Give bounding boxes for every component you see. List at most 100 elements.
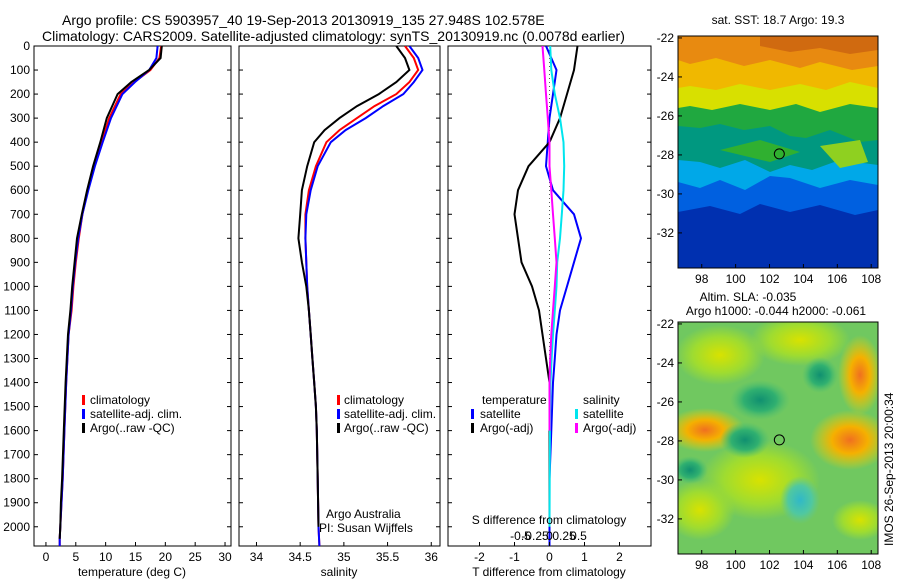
depth-tick-label: 100 <box>10 63 30 77</box>
chart-title-line1: Argo profile: CS 5903957_40 19-Sep-2013 … <box>62 12 545 28</box>
difference-legend: temperature salinity satellite Argo(-adj… <box>471 393 636 435</box>
legend-label-argo: Argo(..raw -QC) <box>90 421 175 435</box>
map-x-tick-label: 104 <box>793 558 813 572</box>
legend-label-satellite: satellite-adj. clim. <box>90 407 182 421</box>
argo-position-marker-sla <box>773 434 785 446</box>
legend-swatch-satellite <box>82 409 85 419</box>
legend-title-salinity: salinity <box>583 393 620 407</box>
sla-map-frame <box>677 321 879 555</box>
sla-field <box>678 322 878 554</box>
argo-position-marker <box>773 148 785 160</box>
diff-legend-swatch-s-satellite <box>575 409 578 419</box>
depth-tick-label: 0 <box>23 39 30 53</box>
temperature-axes-frame <box>33 45 232 547</box>
x-tick-label: 35 <box>337 550 351 564</box>
difference-panel: -2 -1 0 1 2 -0.5-0.250 0.250.5 T difference f… <box>447 45 652 579</box>
map-x-tick-label: 102 <box>760 558 780 572</box>
x-tick-label: 0 <box>43 550 50 564</box>
map-y-tick-label: -30 <box>657 187 675 201</box>
depth-tick-label: 300 <box>10 111 30 125</box>
depth-tick-label: 1400 <box>3 376 30 390</box>
x-tick-label: 2 <box>616 550 623 564</box>
temperature-x-label: temperature (deg C) <box>78 565 186 579</box>
map-y-tick-label: -30 <box>657 473 675 487</box>
sal-legend-label-argo: Argo(..raw -QC) <box>344 421 429 435</box>
x-tick-label: -1 <box>509 550 520 564</box>
map-y-tick-label: -28 <box>657 434 675 448</box>
diff-legend-label-s-satellite: satellite <box>583 407 624 421</box>
depth-tick-label: 1100 <box>4 303 30 317</box>
float-pi-label: PI: Susan Wijffels <box>319 521 413 535</box>
map-y-tick-label: -24 <box>657 356 675 370</box>
diff-legend-label-t-satellite: satellite <box>480 407 521 421</box>
depth-tick-label: 1900 <box>3 496 30 510</box>
x-tick-label: 34.5 <box>288 550 312 564</box>
series-line-temperature-satellite <box>544 46 583 546</box>
map-x-tick-label: 100 <box>726 272 746 286</box>
depth-tick-label: 1800 <box>3 472 30 486</box>
sst-map-frame <box>677 35 879 269</box>
sal-legend-swatch-climatology <box>337 395 340 405</box>
x-tick-label: 15 <box>129 550 143 564</box>
top-tick-label: -0.5 <box>510 529 531 543</box>
map-y-tick-label: -26 <box>657 109 675 123</box>
series-line-satellite-adj-clim- <box>304 46 424 546</box>
x-tick-label: 10 <box>99 550 113 564</box>
sal-legend-swatch-argo <box>337 423 340 433</box>
x-tick-label: 1 <box>581 550 588 564</box>
map-y-tick-label: -24 <box>657 70 675 84</box>
diff-legend-swatch-s-argo <box>575 423 578 433</box>
depth-tick-label: 200 <box>10 87 30 101</box>
x-tick-label: 25 <box>189 550 203 564</box>
depth-tick-label: 500 <box>10 159 30 173</box>
diff-legend-swatch-t-argo <box>471 423 474 433</box>
map-y-tick-label: -22 <box>657 31 675 45</box>
legend-swatch-argo <box>82 423 85 433</box>
depth-tick-label: 1000 <box>3 279 30 293</box>
diff-legend-swatch-t-satellite <box>471 409 474 419</box>
sla-map-subtitle: Argo h1000: -0.044 h2000: -0.061 <box>686 304 866 318</box>
salinity-x-label: salinity <box>321 565 358 579</box>
depth-tick-label: 1700 <box>3 448 30 462</box>
legend-swatch-climatology <box>82 395 85 405</box>
depth-tick-label: 1300 <box>3 352 30 366</box>
top-tick-label: 0 <box>546 529 553 543</box>
top-tick-label: 0.5 <box>570 529 587 543</box>
temperature-panel: 0 5 10 15 20 25 30 010020030040050060070080090… <box>3 39 651 579</box>
depth-tick-label: 2000 <box>3 520 30 534</box>
sla-map-panel: Altim. SLA: -0.035 Argo h1000: -0.044 h2… <box>657 290 882 572</box>
temperature-legend: climatology satellite-adj. clim. Argo(..… <box>82 393 182 435</box>
x-tick-label: 36 <box>425 550 439 564</box>
sla-map-title: Altim. SLA: -0.035 <box>700 290 797 304</box>
float-owner-label: Argo Australia <box>326 507 401 521</box>
x-tick-label: 20 <box>159 550 173 564</box>
series-line-argo-raw-qc- <box>297 46 411 527</box>
imos-watermark: IMOS 26-Sep-2013 20:00:34 <box>882 392 896 546</box>
top-tick-label: -0.25 <box>521 529 549 543</box>
legend-label-climatology: climatology <box>90 393 150 407</box>
chart-title-line2: Climatology: CARS2009. Satellite-adjuste… <box>42 28 625 44</box>
legend-title-temperature: temperature <box>482 393 547 407</box>
map-x-tick-label: 108 <box>861 558 881 572</box>
salinity-panel: 34 34.5 35 35.5 36 salinity climatology sate… <box>238 45 441 579</box>
diff-legend-label-s-argo: Argo(-adj) <box>583 421 636 435</box>
sal-legend-swatch-satellite <box>337 409 340 419</box>
map-x-tick-label: 104 <box>793 272 813 286</box>
s-difference-x-label: S difference from climatology <box>472 513 627 527</box>
series-line-argo-raw-qc- <box>58 46 163 539</box>
top-tick-label: 0.25 <box>552 529 576 543</box>
map-x-tick-label: 106 <box>827 272 847 286</box>
map-y-tick-label: -22 <box>657 317 675 331</box>
series-line-temperature-argo-adj- <box>513 46 579 527</box>
map-x-tick-label: 98 <box>695 272 709 286</box>
sal-legend-label-satellite: satellite-adj. clim. <box>344 407 436 421</box>
map-y-tick-label: -28 <box>657 148 675 162</box>
x-tick-label: 0 <box>546 550 553 564</box>
map-y-tick-label: -32 <box>657 512 675 526</box>
map-x-tick-label: 98 <box>695 558 709 572</box>
x-tick-label: 5 <box>72 550 79 564</box>
map-y-tick-label: -26 <box>657 395 675 409</box>
t-difference-x-label: T difference from climatology <box>472 565 626 579</box>
sal-legend-label-climatology: climatology <box>344 393 404 407</box>
